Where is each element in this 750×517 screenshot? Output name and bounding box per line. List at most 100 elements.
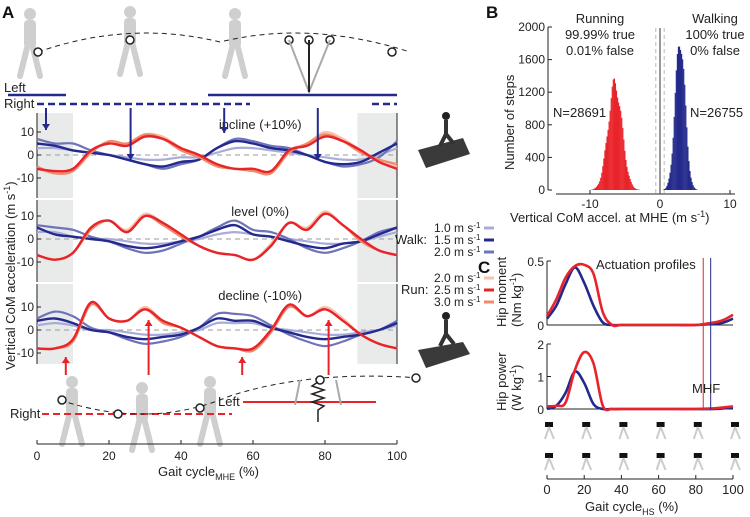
xlabel-end: ) <box>705 210 709 225</box>
spring-leg-ghost <box>294 379 342 406</box>
x-tick-label: 0 <box>657 197 664 211</box>
x-tick-label: -10 <box>581 197 599 211</box>
arrow-head <box>324 320 333 326</box>
histogram-bar <box>597 185 599 190</box>
com-marker <box>113 409 123 419</box>
y-tick-label: 1 <box>537 371 544 385</box>
unit-text: (W kg <box>509 377 524 411</box>
histogram-bar <box>619 106 621 190</box>
x-tick-label: 80 <box>689 482 703 497</box>
arrow-head <box>238 357 247 363</box>
histogram-bar <box>691 182 693 190</box>
walk-line-2 <box>36 139 398 168</box>
histogram-bar <box>627 171 629 190</box>
subplot-title: incline (+10%) <box>219 117 302 132</box>
histogram-bar <box>685 105 687 190</box>
histogram-bar <box>675 70 677 190</box>
unit-superscript: -1 <box>473 233 481 242</box>
legend-walk-speed: 1.5 m s-1 <box>434 233 481 247</box>
y-tick-label: 10 <box>21 300 35 314</box>
x-tick-label: 0 <box>543 482 550 497</box>
runner-torso <box>136 394 148 422</box>
y-tick-label: 800 <box>525 118 545 132</box>
x-tick-label: 100 <box>387 449 407 463</box>
hip-run-line <box>546 350 734 412</box>
com-trajectory-walk <box>37 32 411 53</box>
arrow-head <box>144 320 153 326</box>
runner-torso <box>66 388 78 416</box>
pose-thumbnail-torso <box>545 422 553 427</box>
treadmill-runner-head <box>442 312 450 320</box>
pose-thumbnail-legs <box>544 426 555 440</box>
histogram-bar <box>689 171 691 190</box>
xlabel-sub: HS <box>642 507 655 517</box>
panel-a-xlabel: Gait cycleMHE (%) <box>158 464 259 482</box>
treadmill <box>418 138 470 168</box>
walking-n-label: N=26755 <box>690 105 743 120</box>
histogram-bar <box>690 177 692 190</box>
panel-c-ylabel-unit: (W kg-1) <box>508 365 524 411</box>
histogram-bar <box>666 185 668 190</box>
x-tick-label: 80 <box>318 449 332 463</box>
pose-thumbnail-legs <box>692 457 704 471</box>
histogram-bar <box>632 186 634 190</box>
histogram-bar <box>676 54 678 191</box>
histogram-bar <box>681 53 683 190</box>
panel-b-ylabel: Number of steps <box>502 74 517 170</box>
histogram-bar <box>618 102 620 190</box>
histogram-bar <box>599 181 601 190</box>
walking-false-rate: 0% false <box>690 43 740 58</box>
histogram-bar <box>693 187 695 190</box>
walker-legs <box>117 43 143 77</box>
com-trajectory-run <box>59 375 421 415</box>
pose-thumbnail-torso <box>545 453 553 458</box>
histogram-bar <box>616 97 619 190</box>
runner-legs <box>129 419 155 453</box>
walker-head <box>229 8 241 20</box>
subplot-title: decline (-10%) <box>218 288 302 303</box>
histogram-bar <box>633 187 635 190</box>
histogram-bar <box>673 116 675 190</box>
histogram-bar <box>610 98 612 190</box>
legend-run-speed: 2.0 m s-1 <box>434 271 481 285</box>
pose-thumbnail-legs <box>692 426 704 440</box>
runner-head <box>204 376 216 388</box>
histogram-bar <box>686 127 688 190</box>
run-line-1 <box>36 300 398 351</box>
walk-line-2 <box>36 317 398 341</box>
histogram-bar <box>677 46 680 190</box>
legend-walk-speed: 2.0 m s-1 <box>434 245 481 259</box>
histogram-bar <box>635 189 638 190</box>
pose-thumbnail-legs <box>618 426 630 440</box>
histogram-bar <box>678 46 681 191</box>
treadmill-runner-head <box>442 112 450 120</box>
walk-line-3 <box>36 310 398 348</box>
histogram-bar <box>594 187 597 190</box>
histogram-bar <box>622 127 624 190</box>
y-tick-label: -10 <box>17 255 35 269</box>
unit-sup: -1 <box>508 369 518 377</box>
histogram-bar <box>670 164 672 190</box>
walk-line-2 <box>36 223 398 250</box>
pose-thumbnail-legs <box>618 457 630 471</box>
histogram-bar <box>603 158 605 190</box>
pose-thumbnail-torso <box>619 453 628 458</box>
arrow-head <box>42 124 50 130</box>
pose-thumbnail-legs <box>655 426 667 440</box>
histogram-bar <box>600 177 602 190</box>
histogram-bar <box>629 178 631 190</box>
walker-torso <box>24 20 36 48</box>
pose-thumbnail-torso <box>619 422 628 427</box>
y-tick-label: -10 <box>17 346 35 360</box>
y-tick-label: 1200 <box>518 85 545 99</box>
x-tick-label: 0 <box>34 449 41 463</box>
pose-thumbnail-legs <box>581 457 593 471</box>
histogram-bar <box>626 166 628 190</box>
walker-torso <box>229 20 241 48</box>
ylabel-end: ) <box>3 181 18 185</box>
running-true-rate: 99.99% true <box>565 27 635 42</box>
arrow-head <box>61 357 70 363</box>
unit-sup: -1 <box>508 277 518 285</box>
